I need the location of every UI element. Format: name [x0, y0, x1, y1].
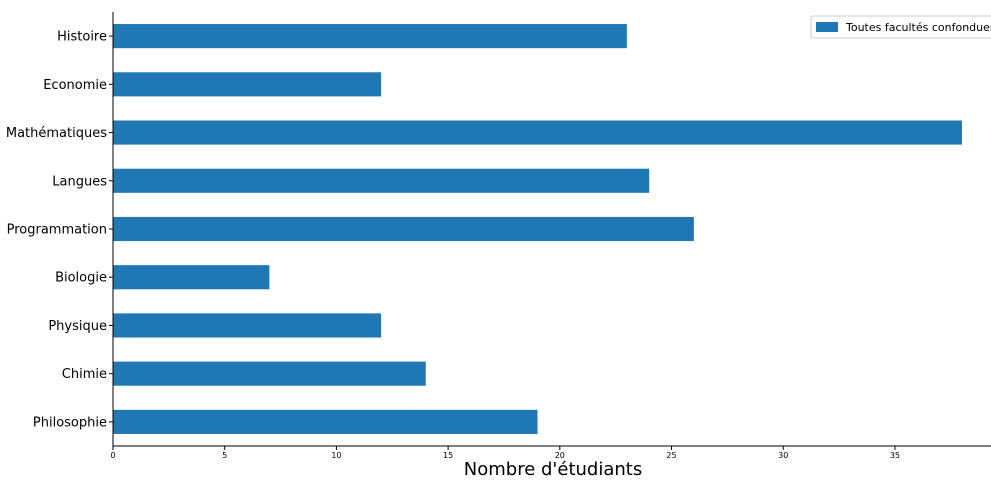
bar-mathématiques: [113, 120, 962, 145]
bar-economie: [113, 72, 382, 97]
bar-biologie: [113, 265, 270, 290]
bar-histoire: [113, 24, 627, 49]
legend-label: Toutes facultés confondues: [845, 21, 991, 34]
y-tick-label: Langues: [52, 174, 107, 189]
bar-physique: [113, 313, 382, 338]
y-tick-label: Histoire: [57, 30, 107, 45]
y-tick-label: Biologie: [55, 271, 107, 286]
y-tick-label: Programmation: [7, 223, 107, 238]
x-tick-label: 5: [222, 451, 227, 460]
legend: Toutes facultés confondues: [810, 15, 991, 39]
legend-swatch: [816, 22, 838, 32]
x-tick-label: 30: [778, 451, 788, 460]
x-tick-label: 25: [666, 451, 676, 460]
bar-chimie: [113, 361, 426, 386]
bar-langues: [113, 168, 650, 193]
y-tick-label: Chimie: [62, 367, 107, 382]
x-tick-label: 20: [555, 451, 565, 460]
x-axis-label: Nombre d'étudiants: [464, 459, 642, 477]
x-tick-label: 15: [443, 451, 453, 460]
x-tick-label: 10: [331, 451, 341, 460]
bar-programmation: [113, 216, 694, 242]
y-axis: Histoire Economie Mathématiques Langues Prog…: [6, 30, 113, 430]
y-tick-label: Philosophie: [33, 415, 107, 430]
y-tick-label: Physique: [48, 319, 107, 334]
legend-frame: [810, 15, 991, 39]
y-tick-label: Mathématiques: [6, 126, 107, 141]
bars-group: [113, 24, 962, 434]
bar-philosophie: [113, 409, 538, 434]
y-tick-label: Economie: [43, 78, 107, 93]
x-tick-label: 0: [110, 451, 115, 460]
x-axis: 0 5 10 15 20 25 30 35: [110, 446, 900, 460]
x-tick-label: 35: [890, 451, 900, 460]
